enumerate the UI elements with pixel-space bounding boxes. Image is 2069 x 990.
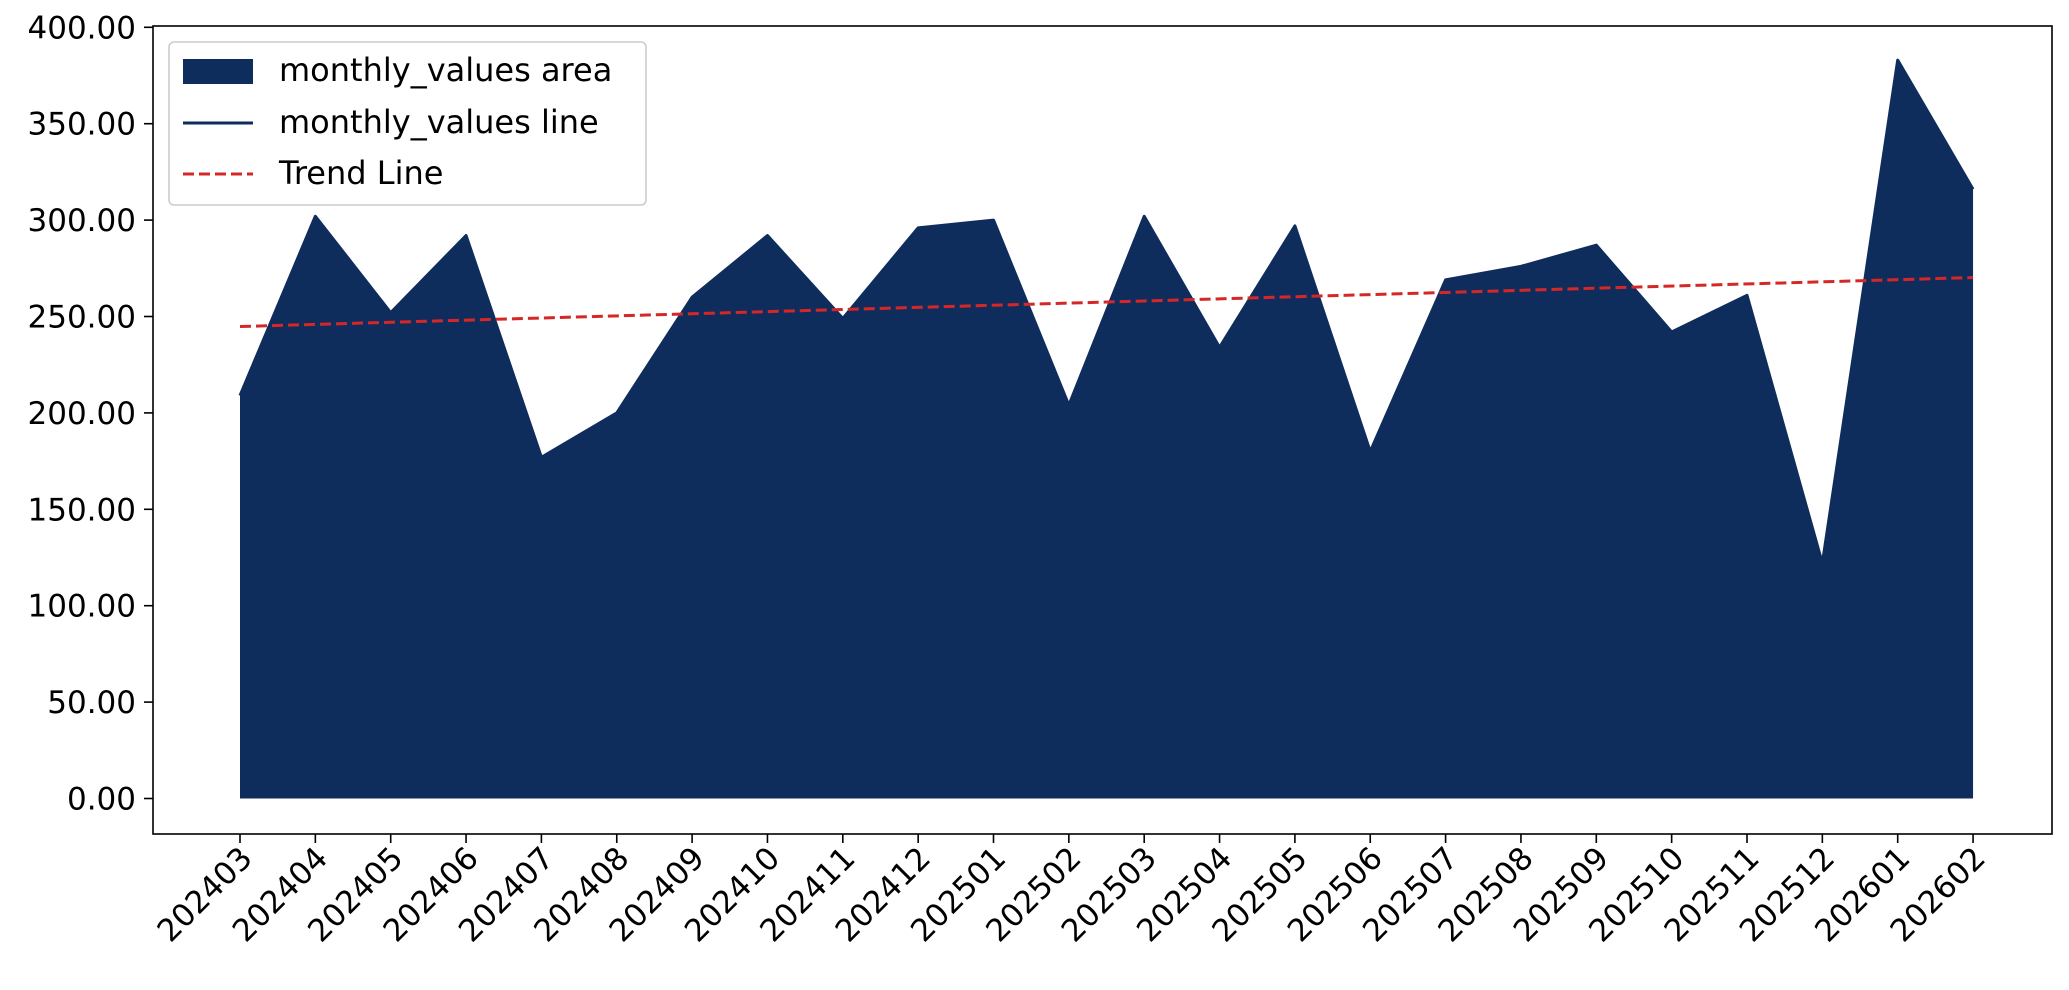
data-point-202512 <box>1820 561 1824 565</box>
y-tick-label: 400.00 <box>28 10 136 46</box>
series-line <box>238 58 1975 565</box>
data-point-202409 <box>690 295 694 299</box>
legend: monthly_values area monthly_values line … <box>168 41 647 206</box>
data-point-202602 <box>1971 187 1975 191</box>
y-axis: 0.00 50.00 100.00 150.00 200.00 250.00 300.00 3… <box>28 10 153 818</box>
data-point-202510 <box>1670 330 1674 334</box>
trend-line <box>239 276 1974 329</box>
data-point-202504 <box>1218 345 1222 349</box>
data-point-202601 <box>1896 58 1900 62</box>
data-point-202502 <box>1067 403 1071 407</box>
data-point-202407 <box>539 455 543 459</box>
y-tick-label: 200.00 <box>28 396 136 432</box>
y-tick-label: 100.00 <box>28 589 136 625</box>
legend-swatch-area <box>183 59 253 84</box>
y-tick-label: 250.00 <box>28 300 136 336</box>
y-tick-label: 0.00 <box>67 782 136 818</box>
data-point-202501 <box>992 218 996 222</box>
data-point-202506 <box>1368 449 1372 453</box>
data-point-202410 <box>765 234 769 238</box>
data-point-202403 <box>238 394 242 398</box>
data-point-202505 <box>1293 224 1297 228</box>
legend-label-line: monthly_values line <box>279 103 599 141</box>
y-tick-label: 350.00 <box>28 107 136 143</box>
data-point-202509 <box>1594 243 1598 247</box>
data-point-202411 <box>841 316 845 320</box>
data-point-202503 <box>1142 214 1146 218</box>
data-point-202408 <box>615 411 619 415</box>
y-tick-label: 150.00 <box>28 492 136 528</box>
data-point-202405 <box>389 311 393 315</box>
y-tick-label: 50.00 <box>47 685 136 721</box>
data-point-202406 <box>464 234 468 238</box>
data-point-202511 <box>1745 293 1749 297</box>
area-fill <box>240 60 1974 799</box>
data-point-202404 <box>313 214 317 218</box>
plot-frame <box>152 25 2053 835</box>
y-tick-label: 300.00 <box>28 203 136 239</box>
legend-box <box>168 41 647 206</box>
data-point-202507 <box>1444 278 1448 282</box>
data-point-202412 <box>916 226 920 230</box>
legend-label-trend: Trend Line <box>278 154 443 192</box>
legend-label-area: monthly_values area <box>279 51 612 89</box>
data-point-202508 <box>1519 264 1523 268</box>
plot-marks <box>238 58 1975 799</box>
